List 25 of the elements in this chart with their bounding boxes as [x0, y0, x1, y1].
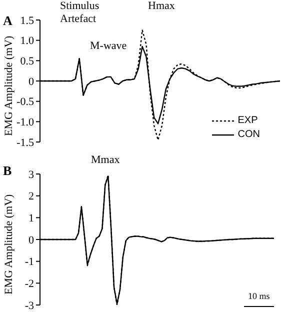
y-tick-label: 1.5 [20, 14, 34, 27]
y-tick-label: -1 [24, 256, 34, 268]
y-tick-label: 0 [28, 76, 34, 88]
y-tick-label: -3 [24, 300, 34, 312]
y-tick-label: -0.5 [16, 96, 34, 108]
y-axis-title: EMG Amplitude (mV) [2, 194, 15, 294]
legend-label: EXP [238, 114, 258, 128]
annotation: Stimulus Artefact [60, 0, 100, 25]
y-axis-title: EMG Amplitude (mV) [2, 35, 15, 136]
y-tick-label: 0.5 [20, 56, 34, 68]
legend-label: CON [238, 128, 260, 142]
y-tick-label: 0 [28, 234, 34, 246]
text: Hmax [148, 0, 175, 12]
y-tick-label: 1 [28, 212, 34, 225]
text: B [3, 163, 12, 178]
y-tick-label: -2 [24, 278, 34, 290]
y-tick-label: -1.0 [16, 116, 34, 129]
y-tick-label: 2 [28, 190, 34, 203]
annotation: M-wave [90, 40, 127, 52]
text: A [3, 13, 12, 28]
y-tick-label: -1.5 [16, 136, 34, 149]
y-tick-label: 3 [28, 168, 34, 181]
annotation: 10 ms [248, 291, 270, 301]
y-tick-label: 1.0 [20, 35, 34, 48]
text: Mmax [91, 154, 120, 166]
